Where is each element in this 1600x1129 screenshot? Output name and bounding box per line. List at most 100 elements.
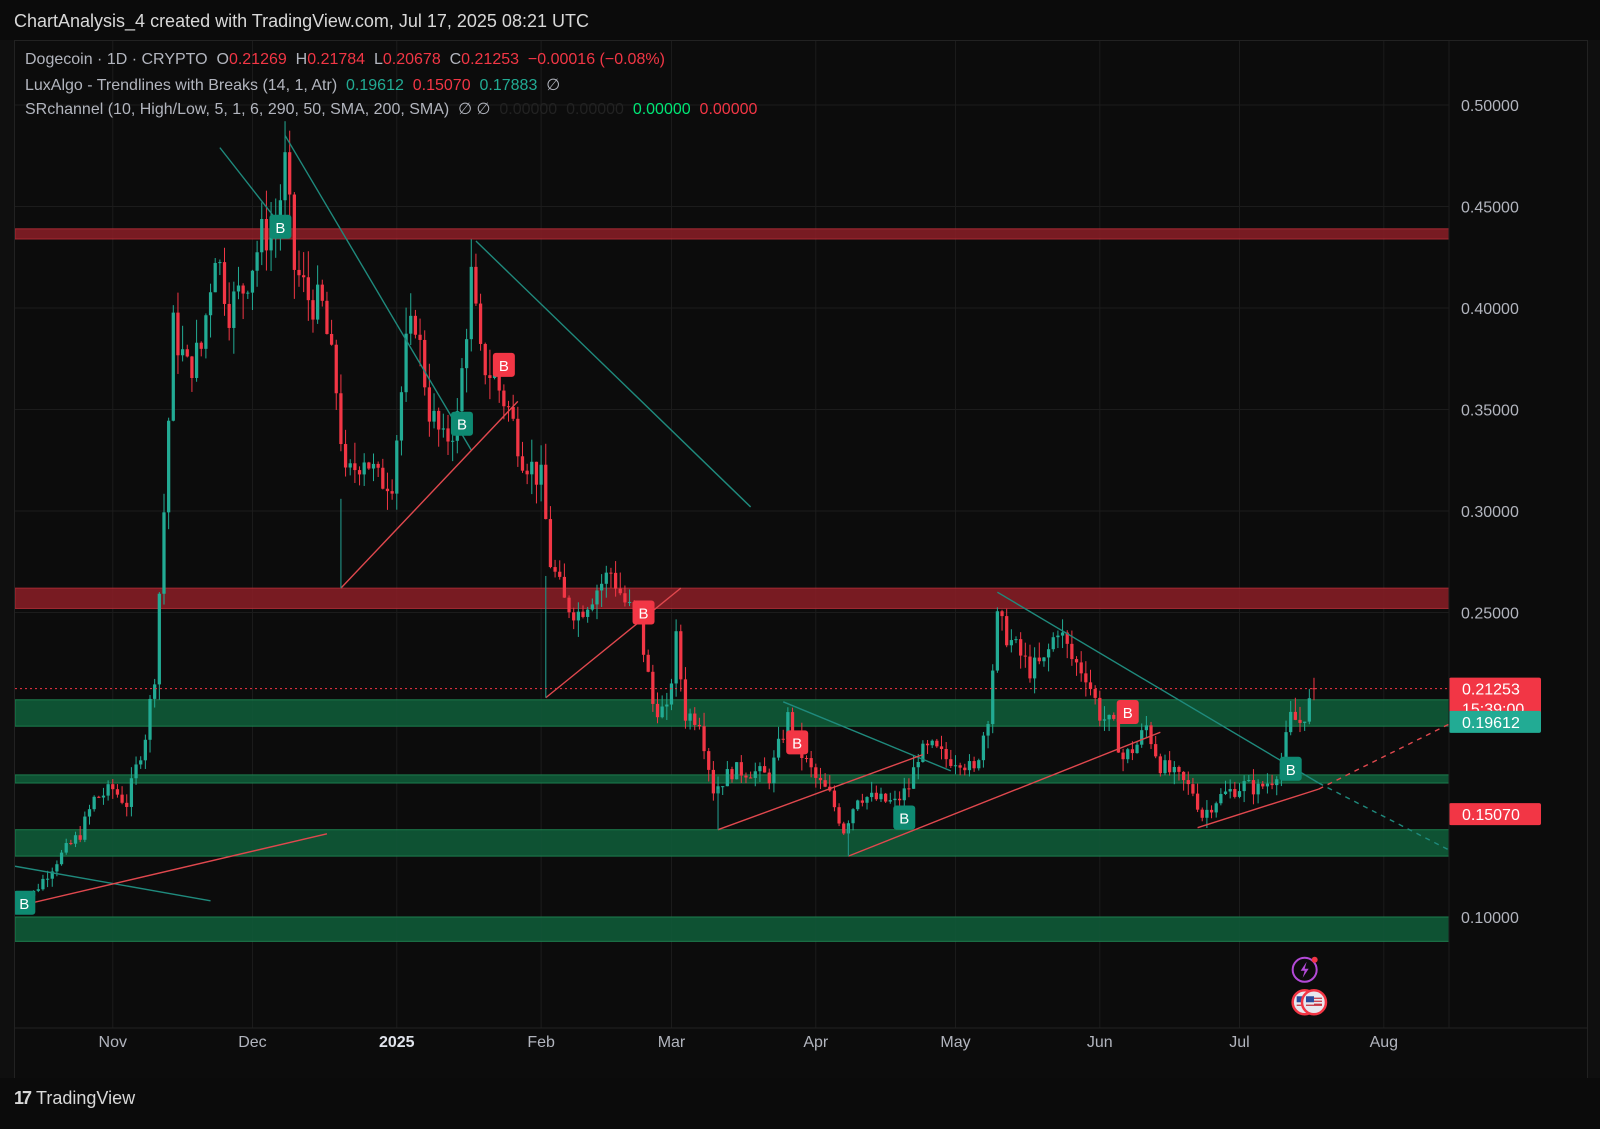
candle-body[interactable] [381,467,385,489]
candle-body[interactable] [148,698,152,740]
candle-body[interactable] [36,889,40,891]
trendline-lower[interactable] [340,400,519,589]
candle-body[interactable] [232,291,236,328]
candle-body[interactable] [958,765,962,768]
candle-body[interactable] [97,796,101,798]
candle-body[interactable] [893,798,897,801]
candle-body[interactable] [451,440,455,442]
candle-body[interactable] [204,315,208,349]
candle-body[interactable] [87,809,92,817]
trendline-lower[interactable] [1197,788,1319,829]
candle-body[interactable] [986,724,990,736]
candle-body[interactable] [581,611,585,617]
candle-body[interactable] [1102,719,1107,721]
candle-body[interactable] [1060,632,1065,636]
trendline-lower[interactable] [717,753,924,831]
candle-body[interactable] [530,461,534,475]
candle-body[interactable] [129,778,134,807]
candle-body[interactable] [260,219,264,253]
candle-body[interactable] [516,418,520,457]
candle-body[interactable] [64,843,68,853]
candle-body[interactable] [139,760,143,765]
candle-body[interactable] [297,269,301,276]
candle-body[interactable] [497,374,501,391]
candle-body[interactable] [167,420,171,513]
candle-body[interactable] [544,464,548,520]
buy-signal-marker[interactable] [450,411,473,436]
candle-body[interactable] [395,440,399,494]
candle-body[interactable] [856,800,860,810]
candle-body[interactable] [385,488,390,492]
candle-body[interactable] [572,612,576,621]
candle-body[interactable] [362,462,366,475]
candle-body[interactable] [283,152,287,201]
trendline-lower[interactable] [848,731,1161,857]
candle-body[interactable] [1289,711,1293,733]
candle-body[interactable] [1251,780,1256,795]
candle-body[interactable] [1140,730,1144,745]
candle-body[interactable] [590,604,594,610]
candle-body[interactable] [399,392,404,441]
candle-body[interactable] [413,315,418,335]
indicator-legend-srchannel[interactable]: SRchannel (10, High/Low, 5, 1, 6, 290, 5… [25,99,757,119]
candle-body[interactable] [302,275,306,278]
candle-body[interactable] [41,878,45,890]
candle-body[interactable] [162,512,166,594]
candle-body[interactable] [963,767,967,771]
candle-body[interactable] [949,759,953,766]
candle-body[interactable] [1177,766,1181,772]
candle-body[interactable] [236,285,241,292]
candle-body[interactable] [911,767,916,789]
candle-body[interactable] [1009,640,1013,646]
candle-body[interactable] [194,342,199,378]
candle-body[interactable] [776,738,781,758]
candle-body[interactable] [842,823,846,834]
candle-body[interactable] [916,761,920,768]
candle-body[interactable] [693,713,697,725]
candle-body[interactable] [935,740,939,747]
candle-body[interactable] [59,852,64,865]
candle-body[interactable] [199,342,203,349]
candle-body[interactable] [697,724,702,727]
candle-body[interactable] [488,375,492,379]
candle-body[interactable] [1130,749,1135,754]
candle-body[interactable] [1042,657,1046,662]
candle-body[interactable] [432,410,436,422]
candle-body[interactable] [409,315,413,334]
candle-body[interactable] [1116,718,1121,753]
candle-body[interactable] [218,262,222,264]
candle-body[interactable] [627,601,632,603]
candle-body[interactable] [176,312,180,356]
candle-body[interactable] [390,491,394,494]
candle-body[interactable] [1019,639,1023,656]
candle-body[interactable] [1242,781,1246,792]
candle-body[interactable] [1121,752,1125,760]
trendline-upper[interactable] [782,701,952,772]
candle-body[interactable] [353,463,357,471]
candle-body[interactable] [1228,789,1232,792]
candle-body[interactable] [977,760,981,769]
candle-body[interactable] [460,368,464,412]
candle-body[interactable] [1303,721,1307,723]
candle-body[interactable] [1135,744,1139,754]
candle-body[interactable] [953,765,958,767]
candle-body[interactable] [292,194,296,270]
buy-signal-marker[interactable] [269,214,292,239]
candle-body[interactable] [1079,662,1083,674]
indicator-name[interactable]: SRchannel (10, High/Low, 5, 1, 6, 290, 5… [25,101,450,118]
candle-body[interactable] [115,789,120,795]
candle-body[interactable] [809,758,813,768]
candle-body[interactable] [897,798,902,801]
candle-body[interactable] [208,292,213,316]
candle-body[interactable] [1005,616,1009,646]
candle-body[interactable] [576,611,580,621]
candle-body[interactable] [464,339,469,369]
candle-body[interactable] [92,796,96,810]
candle-body[interactable] [1186,780,1190,785]
candle-body[interactable] [343,444,348,468]
candle-body[interactable] [790,712,795,736]
trendline-lower[interactable] [545,587,682,699]
candle-body[interactable] [744,775,748,778]
candle-body[interactable] [423,339,427,388]
candle-body[interactable] [1214,803,1218,813]
